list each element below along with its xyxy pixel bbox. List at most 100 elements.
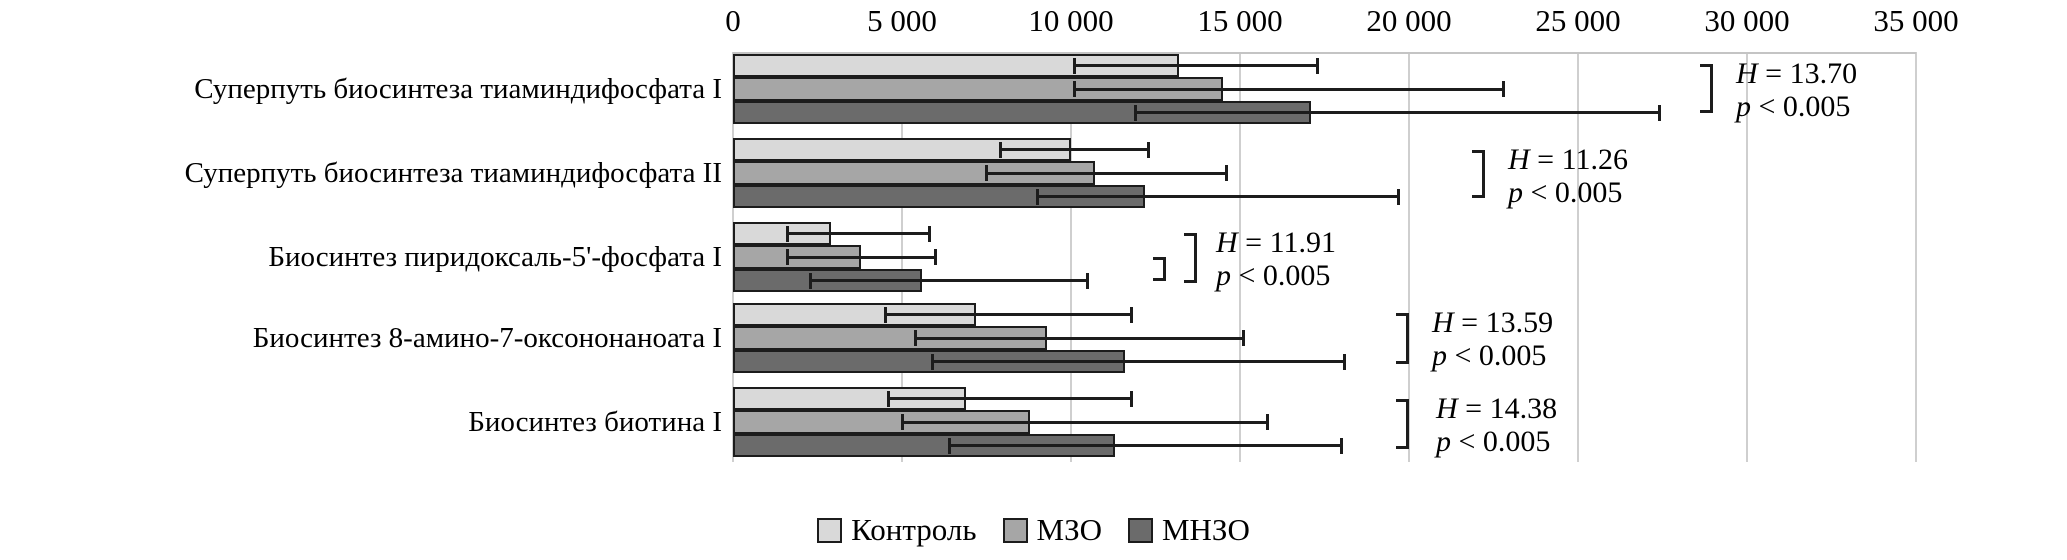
legend-swatch-icon bbox=[1127, 517, 1153, 543]
error-bar bbox=[888, 397, 1132, 401]
category-label: Суперпуть биосинтеза тиаминдифосфата II bbox=[184, 156, 722, 189]
legend: Контроль МЗО МНЗО bbox=[0, 508, 2067, 552]
significance-bracket-inner bbox=[1153, 257, 1166, 281]
error-bar-cap-right bbox=[1265, 414, 1269, 431]
h-symbol: H bbox=[1508, 143, 1530, 176]
error-bar bbox=[787, 255, 936, 259]
x-axis-tick-label: 30 000 bbox=[1704, 3, 1790, 38]
error-bar bbox=[932, 360, 1345, 363]
error-bar bbox=[1135, 111, 1660, 114]
stat-h-line: H = 13.70 bbox=[1736, 57, 1857, 90]
error-bar-cap-right bbox=[1657, 104, 1661, 121]
p-value: < 0.005 bbox=[1530, 176, 1623, 209]
error-bar-cap-right bbox=[1339, 437, 1343, 454]
h-symbol: H bbox=[1736, 57, 1758, 90]
error-bar-cap-right bbox=[1502, 81, 1506, 98]
stat-p-line: p < 0.005 bbox=[1432, 339, 1553, 372]
p-symbol: p bbox=[1508, 176, 1523, 209]
error-bar-cap-right bbox=[1224, 165, 1228, 182]
error-bar-cap-left bbox=[930, 353, 934, 370]
p-value: < 0.005 bbox=[1454, 339, 1547, 372]
error-bar bbox=[1000, 148, 1149, 152]
h-value: = 13.70 bbox=[1765, 57, 1858, 90]
stat-annotation: H = 13.59 p < 0.005 bbox=[1432, 306, 1553, 372]
p-symbol: p bbox=[1432, 339, 1447, 372]
h-symbol: H bbox=[1436, 392, 1458, 425]
p-value: < 0.005 bbox=[1238, 259, 1331, 292]
error-bar bbox=[1074, 64, 1318, 68]
x-axis-tick-label: 0 bbox=[725, 3, 741, 38]
significance-bracket bbox=[1700, 64, 1713, 113]
legend-swatch-icon bbox=[817, 517, 843, 543]
stat-p-line: p < 0.005 bbox=[1736, 90, 1857, 123]
error-bar-cap-right bbox=[934, 249, 938, 266]
stat-annotation: H = 13.70 p < 0.005 bbox=[1736, 57, 1857, 123]
stat-h-line: H = 11.26 bbox=[1508, 143, 1628, 176]
legend-item: МЗО bbox=[1002, 512, 1102, 548]
gridline bbox=[1070, 52, 1072, 462]
stat-h-line: H = 13.59 bbox=[1432, 306, 1553, 339]
gridline bbox=[1746, 52, 1748, 462]
h-value: = 13.59 bbox=[1461, 306, 1554, 339]
error-bar bbox=[1037, 195, 1399, 198]
error-bar-cap-right bbox=[1086, 272, 1090, 289]
error-bar-cap-right bbox=[927, 225, 931, 242]
legend-item: Контроль bbox=[817, 512, 977, 548]
legend-label: Контроль bbox=[851, 512, 977, 547]
category-label: Биосинтез биотина I bbox=[468, 405, 722, 438]
h-value: = 11.91 bbox=[1245, 226, 1336, 259]
stat-annotation: H = 11.26 p < 0.005 bbox=[1508, 143, 1628, 209]
error-bar bbox=[885, 313, 1132, 317]
h-symbol: H bbox=[1216, 226, 1238, 259]
p-symbol: p bbox=[1216, 259, 1231, 292]
error-bar-cap-left bbox=[985, 165, 988, 182]
gridline bbox=[1408, 52, 1410, 462]
legend-label: МЗО bbox=[1036, 512, 1102, 547]
error-bar bbox=[949, 444, 1342, 447]
stat-p-line: p < 0.005 bbox=[1508, 176, 1628, 209]
gridline bbox=[1239, 52, 1241, 462]
error-bar-cap-left bbox=[809, 272, 813, 289]
stat-p-line: p < 0.005 bbox=[1216, 259, 1336, 292]
error-bar bbox=[915, 336, 1244, 340]
x-axis-tick-label: 5 000 bbox=[867, 3, 937, 38]
x-axis-tick-label: 20 000 bbox=[1366, 3, 1452, 38]
error-bar-cap-right bbox=[1397, 188, 1401, 205]
legend-label: МНЗО bbox=[1161, 512, 1250, 547]
error-bar-cap-left bbox=[998, 141, 1002, 158]
x-axis-line bbox=[733, 52, 1916, 54]
error-bar bbox=[1074, 87, 1504, 91]
p-value: < 0.005 bbox=[1758, 90, 1851, 123]
category-label: Биосинтез 8-амино-7-оксононаноата I bbox=[252, 321, 722, 354]
legend-item: МНЗО bbox=[1127, 512, 1250, 548]
error-bar bbox=[986, 171, 1227, 175]
error-bar-cap-right bbox=[1343, 353, 1347, 370]
error-bar-cap-left bbox=[947, 437, 951, 454]
category-label: Биосинтез пиридоксаль-5'-фосфата I bbox=[268, 240, 722, 273]
significance-bracket bbox=[1396, 399, 1409, 449]
stat-h-line: H = 11.91 bbox=[1216, 226, 1336, 259]
error-bar-cap-right bbox=[1316, 57, 1320, 74]
p-symbol: p bbox=[1436, 425, 1451, 458]
x-axis-tick-label: 25 000 bbox=[1535, 3, 1621, 38]
error-bar-cap-right bbox=[1241, 330, 1245, 347]
stat-p-line: p < 0.005 bbox=[1436, 425, 1557, 458]
error-bar-cap-right bbox=[1130, 390, 1134, 407]
stat-annotation: H = 11.91 p < 0.005 bbox=[1216, 226, 1336, 292]
error-bar-cap-left bbox=[785, 225, 789, 242]
error-bar-cap-left bbox=[914, 330, 918, 347]
x-axis-tick-label: 35 000 bbox=[1873, 3, 1959, 38]
category-label: Суперпуть биосинтеза тиаминдифосфата I bbox=[194, 72, 722, 105]
h-symbol: H bbox=[1432, 306, 1454, 339]
significance-bracket bbox=[1184, 233, 1197, 283]
x-axis-tick-label: 10 000 bbox=[1028, 3, 1114, 38]
p-symbol: p bbox=[1736, 90, 1751, 123]
error-bar bbox=[810, 279, 1088, 282]
significance-bracket bbox=[1396, 313, 1409, 364]
x-axis-tick-label: 15 000 bbox=[1197, 3, 1283, 38]
error-bar-cap-left bbox=[1035, 188, 1039, 205]
stat-annotation: H = 14.38 p < 0.005 bbox=[1436, 392, 1557, 458]
error-bar bbox=[787, 232, 930, 236]
p-value: < 0.005 bbox=[1458, 425, 1551, 458]
